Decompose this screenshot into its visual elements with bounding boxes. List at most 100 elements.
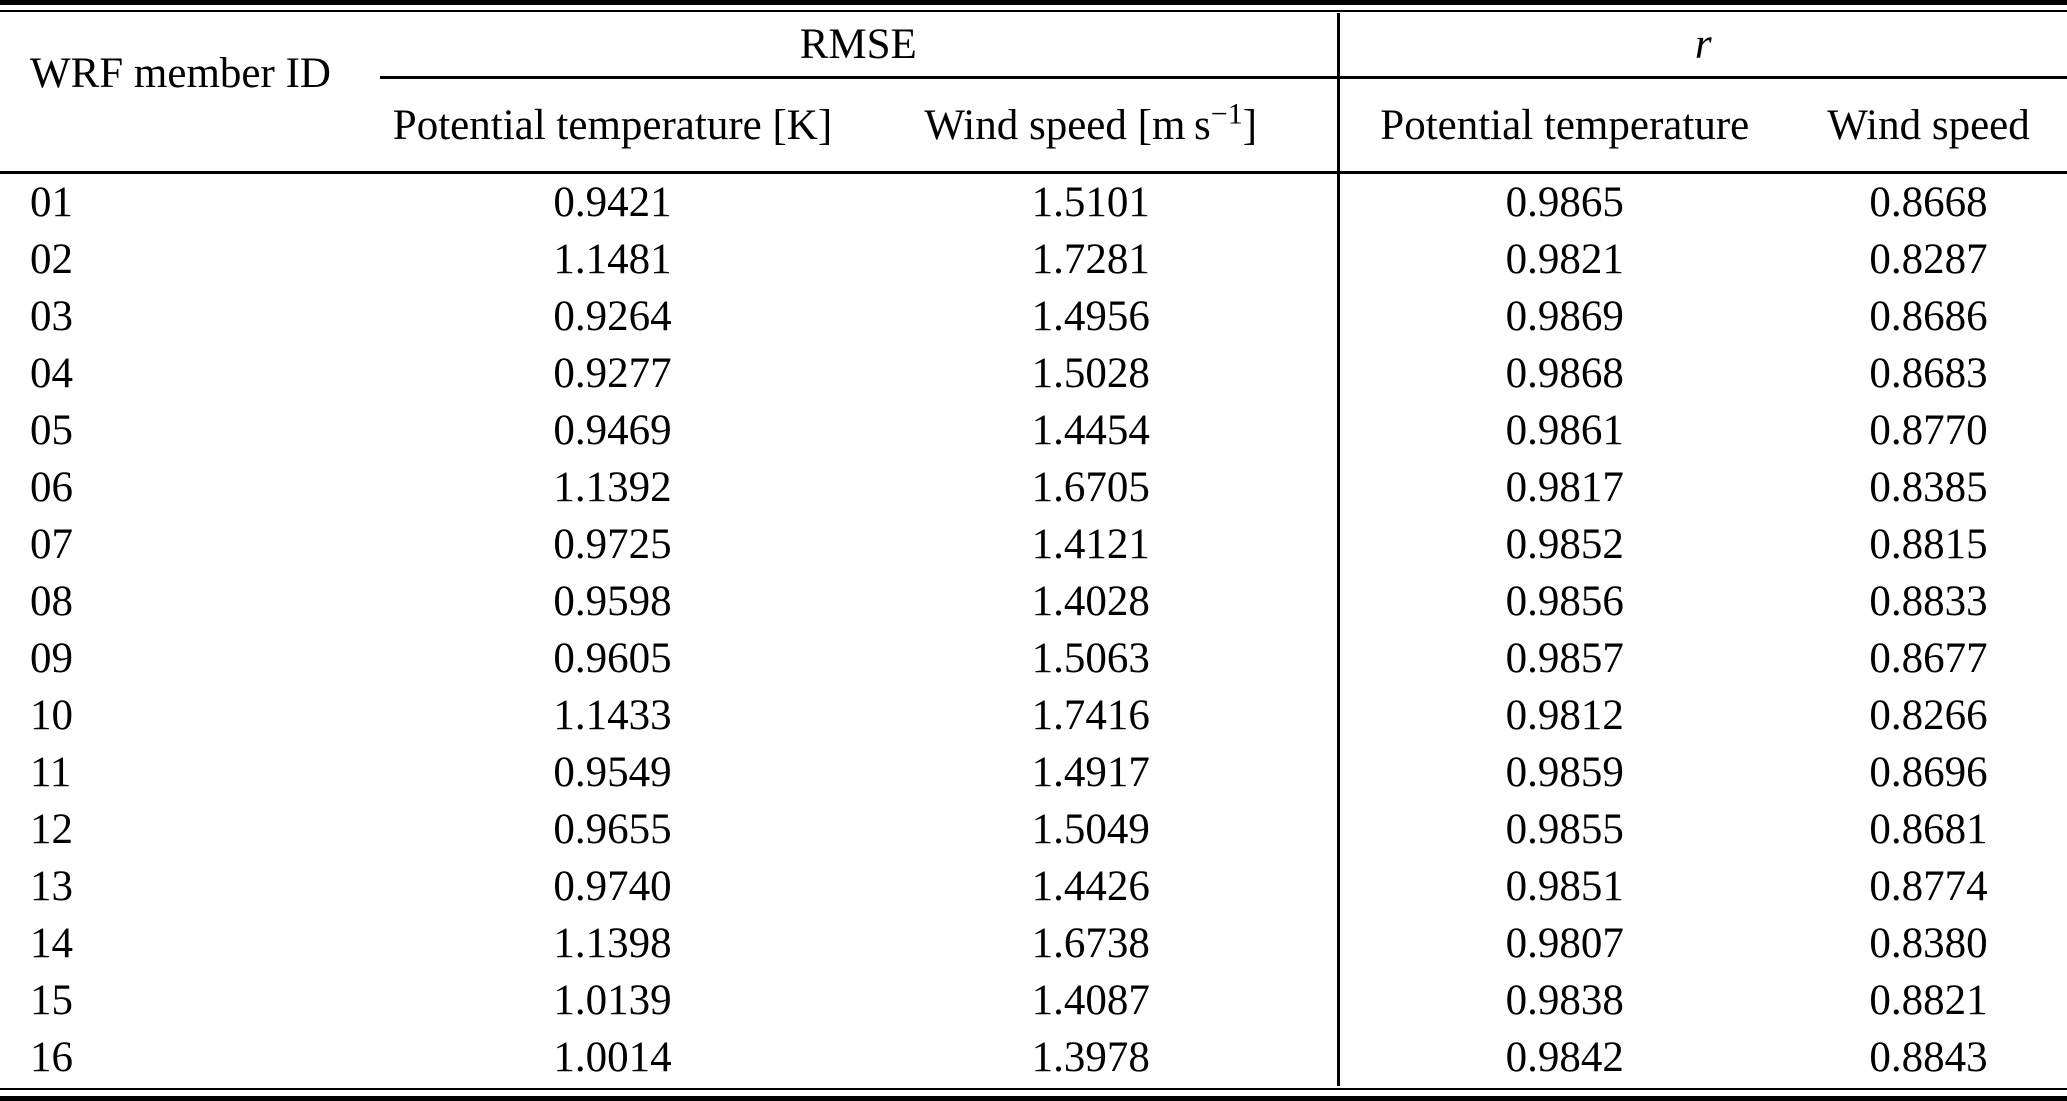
cell-member-id: 11 bbox=[30, 749, 72, 796]
table-row: 12 0.9655 1.5049 0.9855 0.8681 bbox=[0, 801, 2067, 858]
cell-rmse-wind-speed: 1.5101 bbox=[1031, 179, 1150, 226]
cell-rmse-wind-speed: 1.5028 bbox=[1031, 350, 1150, 397]
cell-r-potential-temperature: 0.9838 bbox=[1336, 972, 1791, 1029]
table-row: 11 0.9549 1.4917 0.9859 0.8696 bbox=[0, 744, 2067, 801]
col-header-rmse-wind-speed: Wind speed [m s−1] bbox=[845, 77, 1339, 174]
cell-rmse-potential-temperature: 0.9264 bbox=[553, 293, 672, 340]
cell-r-potential-temperature: 0.9812 bbox=[1336, 687, 1791, 744]
table-row: 03 0.9264 1.4956 0.9869 0.8686 bbox=[0, 288, 2067, 345]
cell-r-wind-speed: 0.8821 bbox=[1869, 977, 1988, 1024]
header-sub-row: Potential temperature [K] Wind speed [m … bbox=[0, 77, 2067, 174]
header-group-row: WRF member ID RMSE r bbox=[0, 13, 2067, 174]
table-row: 08 0.9598 1.4028 0.9856 0.8833 bbox=[0, 573, 2067, 630]
table-row: 06 1.1392 1.6705 0.9817 0.8385 bbox=[0, 459, 2067, 516]
cell-r-wind-speed: 0.8266 bbox=[1869, 692, 1988, 739]
cell-rmse-potential-temperature: 1.0014 bbox=[553, 1034, 672, 1081]
cell-rmse-wind-speed: 1.4028 bbox=[1031, 578, 1150, 625]
cell-rmse-potential-temperature: 0.9277 bbox=[553, 350, 672, 397]
wind-speed-unit-prefix: Wind speed [m s bbox=[924, 101, 1211, 149]
col-group-rmse: RMSE bbox=[380, 13, 1339, 79]
cell-r-potential-temperature: 0.9852 bbox=[1336, 516, 1791, 573]
table-row: 13 0.9740 1.4426 0.9851 0.8774 bbox=[0, 858, 2067, 915]
top-thick-rule bbox=[0, 0, 2067, 5]
cell-r-potential-temperature: 0.9868 bbox=[1336, 345, 1791, 402]
table-row: 15 1.0139 1.4087 0.9838 0.8821 bbox=[0, 972, 2067, 1029]
cell-rmse-potential-temperature: 1.1433 bbox=[553, 692, 672, 739]
cell-r-potential-temperature: 0.9859 bbox=[1336, 744, 1791, 801]
cell-r-potential-temperature: 0.9821 bbox=[1336, 231, 1791, 288]
cell-rmse-potential-temperature: 0.9725 bbox=[553, 521, 672, 568]
wind-speed-unit-exponent: −1 bbox=[1210, 96, 1243, 131]
cell-rmse-potential-temperature: 0.9605 bbox=[553, 635, 672, 682]
col-header-r-wind-speed: Wind speed bbox=[1790, 77, 2067, 174]
cell-r-wind-speed: 0.8815 bbox=[1869, 521, 1988, 568]
bottom-thin-rule bbox=[0, 1088, 2067, 1090]
cell-rmse-potential-temperature: 1.1398 bbox=[553, 920, 672, 967]
cell-r-wind-speed: 0.8681 bbox=[1869, 806, 1988, 853]
cell-r-potential-temperature: 0.9856 bbox=[1336, 573, 1791, 630]
cell-r-wind-speed: 0.8696 bbox=[1869, 749, 1988, 796]
cell-r-potential-temperature: 0.9861 bbox=[1336, 402, 1791, 459]
cell-r-potential-temperature: 0.9857 bbox=[1336, 630, 1791, 687]
table-row: 09 0.9605 1.5063 0.9857 0.8677 bbox=[0, 630, 2067, 687]
cell-rmse-potential-temperature: 0.9421 bbox=[553, 179, 672, 226]
cell-member-id: 02 bbox=[30, 236, 73, 283]
cell-r-potential-temperature: 0.9869 bbox=[1336, 288, 1791, 345]
cell-member-id: 15 bbox=[30, 977, 73, 1024]
wrf-member-stats-table: WRF member ID RMSE r Potential temperatu… bbox=[0, 13, 2067, 1086]
table-row: 07 0.9725 1.4121 0.9852 0.8815 bbox=[0, 516, 2067, 573]
cell-r-wind-speed: 0.8668 bbox=[1869, 179, 1988, 226]
col-group-r: r bbox=[1336, 13, 2067, 79]
col-header-wrf-member-id: WRF member ID bbox=[0, 13, 380, 174]
cell-r-potential-temperature: 0.9842 bbox=[1336, 1029, 1791, 1086]
cell-member-id: 05 bbox=[30, 407, 73, 454]
cell-rmse-potential-temperature: 0.9549 bbox=[553, 749, 672, 796]
table-row: 05 0.9469 1.4454 0.9861 0.8770 bbox=[0, 402, 2067, 459]
cell-r-wind-speed: 0.8770 bbox=[1869, 407, 1988, 454]
cell-member-id: 08 bbox=[30, 578, 73, 625]
cell-rmse-wind-speed: 1.6705 bbox=[1031, 464, 1150, 511]
cell-r-wind-speed: 0.8385 bbox=[1869, 464, 1988, 511]
cell-rmse-wind-speed: 1.5049 bbox=[1031, 806, 1150, 853]
cell-member-id: 14 bbox=[30, 920, 73, 967]
cell-r-wind-speed: 0.8287 bbox=[1869, 236, 1988, 283]
table-row: 02 1.1481 1.7281 0.9821 0.8287 bbox=[0, 231, 2067, 288]
col-header-rmse-potential-temperature: Potential temperature [K] bbox=[380, 77, 845, 174]
cell-rmse-potential-temperature: 0.9655 bbox=[553, 806, 672, 853]
cell-rmse-wind-speed: 1.4454 bbox=[1031, 407, 1150, 454]
cell-member-id: 16 bbox=[30, 1034, 73, 1081]
col-header-r-potential-temperature: Potential temperature bbox=[1336, 77, 1791, 174]
top-thin-rule bbox=[0, 10, 2067, 12]
table-row: 04 0.9277 1.5028 0.9868 0.8683 bbox=[0, 345, 2067, 402]
cell-rmse-wind-speed: 1.6738 bbox=[1031, 920, 1150, 967]
cell-member-id: 01 bbox=[30, 179, 73, 226]
cell-r-potential-temperature: 0.9855 bbox=[1336, 801, 1791, 858]
cell-rmse-wind-speed: 1.7416 bbox=[1031, 692, 1150, 739]
cell-r-wind-speed: 0.8843 bbox=[1869, 1034, 1988, 1081]
cell-rmse-wind-speed: 1.7281 bbox=[1031, 236, 1150, 283]
cell-member-id: 12 bbox=[30, 806, 73, 853]
cell-rmse-wind-speed: 1.4087 bbox=[1031, 977, 1150, 1024]
cell-member-id: 04 bbox=[30, 350, 73, 397]
wind-speed-unit-suffix: ] bbox=[1242, 101, 1258, 149]
cell-rmse-wind-speed: 1.5063 bbox=[1031, 635, 1150, 682]
cell-rmse-potential-temperature: 0.9598 bbox=[553, 578, 672, 625]
bottom-thick-rule bbox=[0, 1096, 2067, 1101]
table-body: 01 0.9421 1.5101 0.9865 0.8668 02 1.1481 1.7281… bbox=[0, 172, 2067, 1086]
cell-r-potential-temperature: 0.9851 bbox=[1336, 858, 1791, 915]
cell-rmse-potential-temperature: 0.9469 bbox=[553, 407, 672, 454]
cell-member-id: 10 bbox=[30, 692, 73, 739]
cell-rmse-wind-speed: 1.4426 bbox=[1031, 863, 1150, 910]
cell-r-wind-speed: 0.8683 bbox=[1869, 350, 1988, 397]
cell-rmse-potential-temperature: 1.1481 bbox=[553, 236, 672, 283]
cell-member-id: 06 bbox=[30, 464, 73, 511]
table-row: 01 0.9421 1.5101 0.9865 0.8668 bbox=[0, 172, 2067, 231]
cell-rmse-wind-speed: 1.4121 bbox=[1031, 521, 1150, 568]
cell-member-id: 03 bbox=[30, 293, 73, 340]
cell-rmse-wind-speed: 1.4956 bbox=[1031, 293, 1150, 340]
cell-rmse-potential-temperature: 1.1392 bbox=[553, 464, 672, 511]
cell-r-wind-speed: 0.8774 bbox=[1869, 863, 1988, 910]
cell-r-potential-temperature: 0.9865 bbox=[1336, 172, 1791, 231]
table-row: 16 1.0014 1.3978 0.9842 0.8843 bbox=[0, 1029, 2067, 1086]
